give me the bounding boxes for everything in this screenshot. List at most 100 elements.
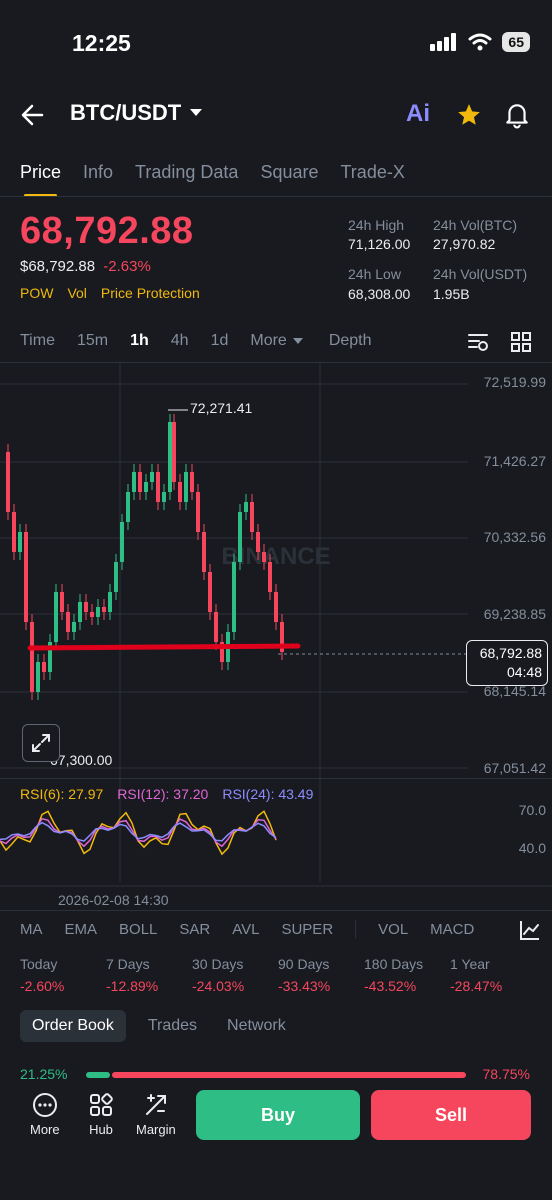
candle-body: [126, 492, 130, 522]
tab-network[interactable]: Network: [227, 1017, 286, 1034]
tab-trading-data[interactable]: Trading Data: [135, 162, 239, 182]
vol-btc-label: 24h Vol(BTC): [433, 217, 518, 233]
ai-icon[interactable]: Ai: [406, 100, 430, 127]
wifi-icon: [468, 33, 492, 51]
candle-body: [214, 612, 218, 642]
indicator-ma[interactable]: MA: [20, 920, 43, 938]
rsi-lines: [0, 810, 277, 856]
rsi-labels: RSI(6): 27.97 RSI(12): 37.20 RSI(24): 43…: [20, 786, 313, 802]
vol-usdt-value: 1.95B: [433, 286, 470, 302]
fullscreen-button[interactable]: [22, 724, 60, 762]
bell-icon[interactable]: [504, 101, 530, 129]
vol-btc-value: 27,970.82: [433, 236, 496, 252]
indicator-separator: [355, 920, 357, 938]
y-tick: 67,051.42: [483, 760, 546, 776]
tag-price-protection[interactable]: Price Protection: [100, 285, 200, 301]
candle-body: [42, 662, 46, 672]
more-button[interactable]: More: [30, 1092, 60, 1137]
candle-body: [162, 492, 166, 502]
candle-body: [250, 502, 254, 532]
candle-body: [54, 592, 58, 642]
candle-body: [84, 602, 88, 612]
watermark: BINANCE: [221, 543, 330, 570]
candle-body: [280, 622, 284, 652]
tab-trades[interactable]: Trades: [147, 1017, 198, 1034]
interval-4h[interactable]: 4h: [170, 332, 189, 349]
y-tick: 71,426.27: [483, 453, 546, 469]
orderbook-tabs: Order Book Trades Network: [20, 1010, 294, 1042]
chart-grid: [0, 362, 552, 887]
indicator-macd[interactable]: MACD: [430, 920, 475, 938]
candle-body: [190, 472, 194, 492]
perf-value: -33.43%: [278, 978, 331, 994]
tab-order-book[interactable]: Order Book: [20, 1010, 126, 1042]
perf-value: -43.52%: [364, 978, 417, 994]
price-usd-row: $68,792.88 -2.63%: [20, 258, 151, 275]
interval-more[interactable]: More: [250, 332, 303, 350]
back-arrow-icon[interactable]: [20, 102, 46, 128]
candle-body: [196, 492, 200, 532]
margin-label: Margin: [136, 1122, 176, 1137]
perf-180d: 180 Days -43.52%: [364, 956, 450, 994]
tab-square[interactable]: Square: [260, 162, 319, 182]
vol-usdt-label: 24h Vol(USDT): [433, 266, 528, 282]
buy-button[interactable]: Buy: [196, 1090, 360, 1140]
bid-percent: 21.25%: [20, 1066, 68, 1082]
candle-body: [138, 472, 142, 492]
indicator-super[interactable]: SUPER: [281, 920, 334, 938]
perf-30d: 30 Days -24.03%: [192, 956, 278, 994]
interval-time[interactable]: Time: [20, 332, 55, 349]
rsi24-line: [0, 821, 277, 842]
candle-body: [220, 642, 224, 662]
perf-label: 180 Days: [364, 956, 424, 972]
candle-body: [30, 622, 34, 692]
candle-body: [156, 472, 160, 502]
pair-selector[interactable]: BTC/USDT: [70, 100, 203, 126]
layout-grid-icon[interactable]: [510, 331, 532, 353]
candle-body: [238, 512, 242, 562]
indicator-boll[interactable]: BOLL: [119, 920, 158, 938]
candle-body: [172, 422, 176, 482]
indicator-chart-icon[interactable]: [518, 918, 542, 942]
candle-body: [6, 452, 10, 512]
candle-body: [114, 562, 118, 592]
candle-body: [268, 562, 272, 592]
last-price: 68,792.88: [20, 210, 194, 252]
depth-toggle[interactable]: Depth: [328, 332, 372, 349]
sell-button[interactable]: Sell: [371, 1090, 531, 1140]
perf-value: -28.47%: [450, 978, 503, 994]
candle-body: [66, 612, 70, 632]
ask-percent: 78.75%: [482, 1066, 530, 1082]
indicator-vol[interactable]: VOL: [378, 920, 409, 938]
tag-vol[interactable]: Vol: [67, 285, 87, 301]
tag-pow[interactable]: POW: [20, 285, 54, 301]
hub-grid-icon: [90, 1093, 113, 1116]
indicator-avl[interactable]: AVL: [232, 920, 260, 938]
candle-body: [208, 572, 212, 612]
candlestick-chart[interactable]: BINANCE: [0, 362, 552, 892]
perf-1y: 1 Year -28.47%: [450, 956, 536, 994]
margin-button[interactable]: Margin: [136, 1092, 176, 1137]
tab-price[interactable]: Price: [20, 162, 62, 197]
pair-name: BTC/USDT: [70, 100, 182, 125]
candle-body: [90, 612, 94, 617]
hub-button[interactable]: Hub: [88, 1092, 114, 1137]
low-marker: 67,300.00: [50, 752, 113, 768]
tab-info[interactable]: Info: [83, 162, 114, 182]
more-label: More: [30, 1122, 60, 1137]
perf-label: Today: [20, 956, 58, 972]
chart-settings-icon[interactable]: [467, 331, 489, 353]
perf-label: 7 Days: [106, 956, 150, 972]
bid-bar: [86, 1072, 110, 1078]
indicator-sar[interactable]: SAR: [179, 920, 211, 938]
chart-timestamp: 2026-02-08 14:30: [58, 892, 169, 908]
star-icon[interactable]: [456, 102, 482, 128]
interval-15m[interactable]: 15m: [76, 332, 109, 349]
indicator-ema[interactable]: EMA: [64, 920, 98, 938]
tab-trade-x[interactable]: Trade-X: [340, 162, 405, 182]
indicator-bar: MA EMA BOLL SAR AVL SUPER VOL MACD: [20, 920, 474, 938]
interval-1h[interactable]: 1h: [130, 332, 149, 349]
current-price-tag[interactable]: 68,792.88 04:48: [466, 640, 548, 686]
rsi-upper-tick: 70.0: [518, 802, 546, 818]
interval-1d[interactable]: 1d: [210, 332, 229, 349]
